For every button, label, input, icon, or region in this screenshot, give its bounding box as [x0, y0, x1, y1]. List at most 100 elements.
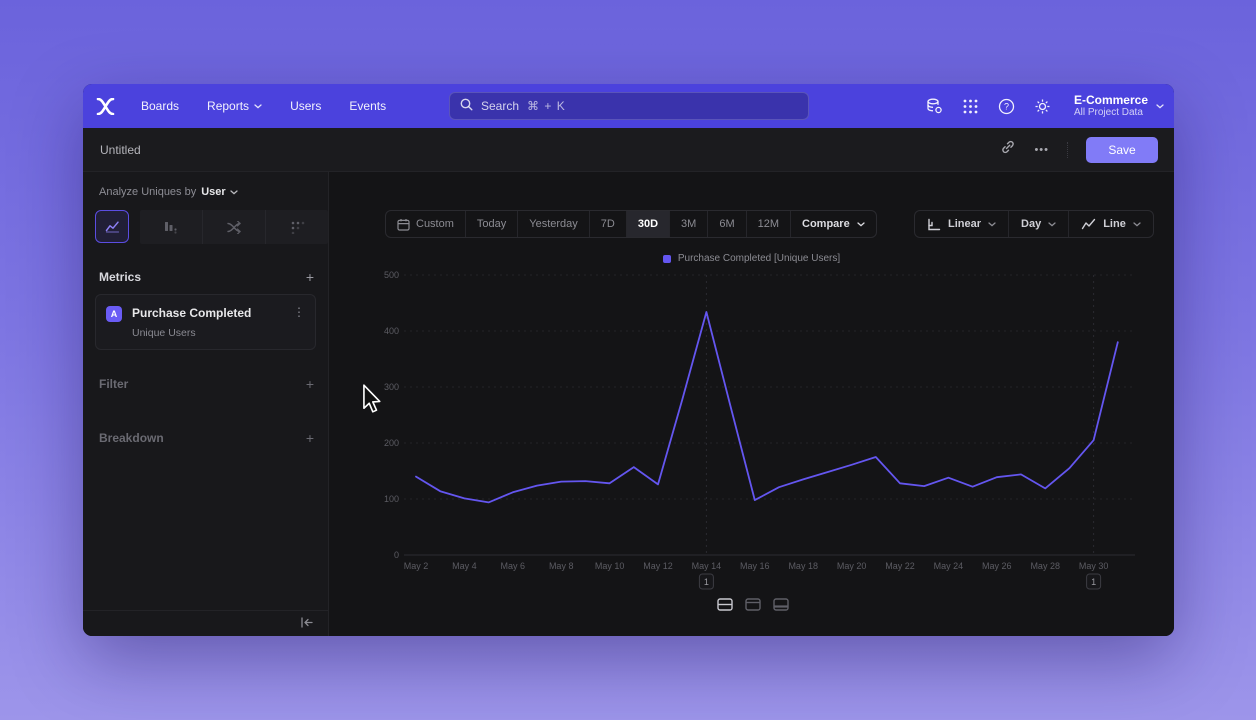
annotation-badge[interactable]: 1	[698, 573, 714, 590]
y-axis-label: 400	[384, 326, 399, 336]
line-chart: 0 100 200 300 400 500 May 2 May 4 May 6 May 8 May …	[384, 270, 1135, 590]
chart-legend[interactable]: Purchase Completed [Unique Users]	[329, 253, 1174, 264]
x-axis-label: May 18	[788, 561, 818, 571]
filter-title: Filter	[99, 377, 129, 391]
chevron-down-icon	[1048, 221, 1056, 226]
legend-label: Purchase Completed [Unique Users]	[677, 253, 841, 264]
calendar-icon	[397, 218, 410, 231]
scale-select[interactable]: Linear	[915, 211, 1008, 237]
share-link-icon[interactable]	[1000, 139, 1016, 160]
layout-chart-table-button[interactable]	[714, 595, 736, 614]
interval-select[interactable]: Day	[1008, 211, 1068, 237]
filter-section-header: Filter +	[99, 376, 314, 392]
add-metric-button[interactable]: +	[305, 269, 314, 285]
tab-funnels[interactable]	[140, 210, 202, 244]
help-icon[interactable]: ?	[998, 98, 1015, 115]
metric-event-name: Purchase Completed	[132, 306, 252, 320]
range-12m[interactable]: 12M	[745, 211, 790, 237]
x-axis-label: May 28	[1030, 561, 1060, 571]
tab-insights-line[interactable]	[95, 210, 129, 243]
layout-table-bottom-button[interactable]	[770, 595, 792, 614]
project-scope: All Project Data	[1073, 106, 1143, 118]
search-placeholder: Search	[481, 99, 520, 113]
nav-link-reports[interactable]: Reports	[207, 99, 262, 113]
analyze-prefix: Analyze Uniques by	[99, 186, 197, 198]
chart-view-controls: Linear Day Line	[914, 210, 1154, 238]
range-30d[interactable]: 30D	[625, 211, 670, 237]
trend-chart-icon	[105, 221, 119, 233]
chevron-down-icon	[988, 221, 996, 226]
breakdown-title: Breakdown	[99, 431, 164, 445]
svg-text:?: ?	[1004, 101, 1009, 111]
x-axis-label: May 14	[692, 561, 722, 571]
compare-button[interactable]: Compare	[790, 211, 876, 237]
settings-gear-icon[interactable]	[1034, 98, 1051, 115]
report-header: Untitled ••• Save	[83, 128, 1174, 172]
add-filter-button[interactable]: +	[305, 376, 314, 392]
project-switcher[interactable]: E-Commerce All Project Data	[1073, 92, 1164, 119]
search-input[interactable]: Search ⌘ + K	[449, 92, 809, 120]
date-range-group: Custom Today Yesterday 7D 30D 3M 6M 12M Compare	[385, 210, 877, 238]
chart-type-select[interactable]: Line	[1068, 211, 1153, 237]
data-management-icon[interactable]	[925, 97, 943, 115]
metric-aggregation[interactable]: Unique Users	[132, 327, 196, 339]
report-title[interactable]: Untitled	[100, 142, 141, 157]
nav-link-boards[interactable]: Boards	[141, 99, 180, 113]
search-shortcut: ⌘ + K	[527, 99, 566, 113]
layout-toggles	[714, 595, 792, 614]
legend-swatch	[662, 254, 671, 263]
x-axis-label: May 20	[837, 561, 867, 571]
search-icon	[460, 98, 473, 114]
range-6m[interactable]: 6M	[707, 211, 745, 237]
y-axis-label: 200	[384, 438, 399, 448]
layout-chart-only-button[interactable]	[742, 595, 764, 614]
chevron-down-icon	[230, 189, 238, 194]
metric-kebab-menu-icon[interactable]: ⋮	[293, 305, 305, 319]
range-7d[interactable]: 7D	[588, 211, 626, 237]
analyze-row: Analyze Uniques by User	[99, 186, 238, 198]
save-button[interactable]: Save	[1086, 136, 1158, 163]
analyze-entity-select[interactable]: User	[201, 186, 238, 198]
nav-link-users[interactable]: Users	[290, 99, 322, 113]
range-today[interactable]: Today	[464, 211, 517, 237]
tab-flows[interactable]	[202, 210, 265, 244]
chevron-down-icon	[857, 221, 865, 226]
x-axis-label: May 12	[643, 561, 673, 571]
chevron-down-icon	[1133, 221, 1141, 226]
nav-link-events[interactable]: Events	[349, 99, 387, 113]
metrics-title: Metrics	[99, 270, 142, 284]
top-navbar: Boards Reports Users Events Search ⌘ + K ?	[83, 84, 1174, 128]
series-line	[415, 311, 1119, 504]
x-axis-label: May 26	[982, 561, 1012, 571]
sidebar-footer	[83, 610, 328, 636]
header-divider	[1067, 141, 1068, 158]
collapse-sidebar-icon[interactable]	[300, 615, 314, 633]
range-yesterday[interactable]: Yesterday	[517, 211, 589, 237]
chevron-down-icon	[254, 103, 262, 108]
chevron-down-icon	[1156, 103, 1164, 108]
breakdown-section-header: Breakdown +	[99, 430, 314, 446]
x-axis-label: May 22	[885, 561, 915, 571]
tab-retention[interactable]	[265, 210, 328, 244]
metric-letter-badge: A	[106, 306, 122, 322]
add-breakdown-button[interactable]: +	[305, 430, 314, 446]
more-options-icon[interactable]: •••	[1034, 143, 1049, 156]
range-3m[interactable]: 3M	[669, 211, 707, 237]
range-custom[interactable]: Custom	[386, 211, 465, 237]
project-name: E-Commerce	[1073, 92, 1148, 107]
bar-chart-icon	[164, 222, 177, 234]
x-axis-label: May 10	[595, 561, 625, 571]
x-axis-label: May 16	[740, 561, 770, 571]
y-axis-label: 500	[384, 270, 399, 280]
metric-card[interactable]: A Purchase Completed Unique Users ⋮	[95, 294, 316, 350]
mouse-cursor	[363, 384, 381, 413]
metrics-section-header: Metrics +	[99, 269, 314, 285]
linear-axis-icon	[928, 218, 941, 230]
app-window: Boards Reports Users Events Search ⌘ + K ?	[83, 84, 1174, 636]
nav-links: Boards Reports Users Events	[141, 99, 386, 113]
apps-grid-icon[interactable]	[962, 98, 979, 115]
line-chart-icon	[1082, 218, 1096, 230]
mixpanel-logo-icon[interactable]	[83, 97, 127, 115]
annotation-badge[interactable]: 1	[1086, 573, 1102, 590]
svg-text:1: 1	[1091, 577, 1096, 587]
